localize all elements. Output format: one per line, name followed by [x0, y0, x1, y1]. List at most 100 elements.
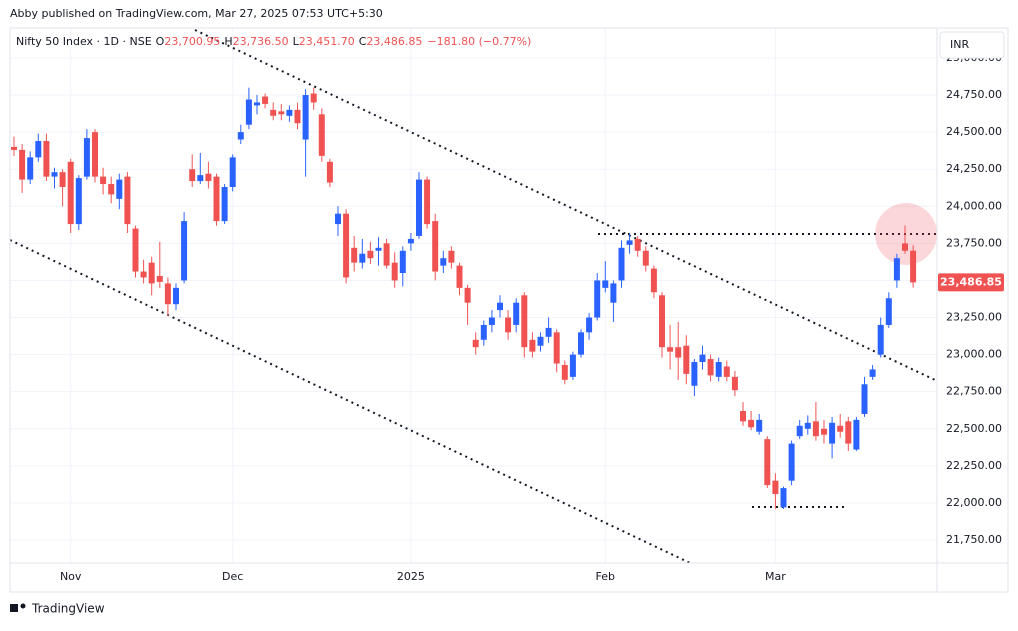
legend-item: 23,736.50: [233, 35, 289, 48]
candle-body: [335, 213, 341, 225]
candle-body: [683, 345, 690, 374]
legend-item: −181.80 (−0.77%): [427, 35, 531, 48]
candle-body: [140, 271, 147, 278]
candle-body: [448, 250, 455, 263]
candle-body: [586, 317, 593, 333]
legend-item: L: [293, 35, 300, 48]
candle-body: [529, 339, 536, 352]
y-tick-label: 24,750.00: [946, 88, 1002, 101]
candle-body: [675, 347, 682, 358]
candle-body: [869, 369, 876, 377]
candle-body: [861, 384, 868, 414]
candle-body: [772, 480, 779, 495]
legend-item: Nifty 50 Index · 1D · NSE: [16, 35, 152, 48]
candle-body: [270, 109, 277, 116]
candle-body: [594, 280, 601, 318]
legend: Nifty 50 Index · 1D · NSE O23,700.95 H23,7…: [16, 35, 531, 48]
candle-body: [156, 275, 163, 282]
candle-body: [731, 376, 738, 391]
candle-body: [237, 132, 244, 140]
candle-body: [756, 419, 763, 432]
x-tick-label: Nov: [60, 570, 82, 583]
candle-body: [213, 176, 220, 222]
candle-body: [642, 250, 649, 266]
candle-body: [812, 421, 819, 437]
highlight-circle: [875, 203, 937, 265]
candle-body: [715, 362, 722, 377]
candles: [11, 87, 917, 509]
grid: [10, 28, 937, 563]
candle-body: [245, 99, 252, 125]
candle-body: [286, 109, 293, 116]
currency-box: [939, 31, 1005, 59]
drawings: [9, 29, 937, 564]
candle-body: [804, 422, 811, 429]
candle-body: [67, 161, 74, 225]
y-tick-label: 22,250.00: [946, 459, 1002, 472]
candle-body: [837, 425, 844, 432]
x-tick-label: Mar: [765, 570, 786, 583]
candle-body: [610, 283, 617, 303]
candle-body: [537, 336, 544, 346]
candle-body: [181, 221, 188, 281]
candle-body: [359, 253, 366, 263]
candle-body: [294, 109, 301, 124]
candle-body: [407, 238, 414, 244]
candle-body: [83, 138, 90, 177]
candle-body: [189, 169, 196, 182]
candle-body: [472, 339, 479, 348]
candle-body: [505, 317, 512, 333]
candle-body: [521, 295, 528, 348]
candle-body: [391, 262, 398, 281]
candle-body: [707, 359, 714, 376]
y-tick-label: 23,750.00: [946, 236, 1002, 249]
candle-body: [723, 366, 730, 377]
candle-body: [877, 324, 884, 355]
candle-body: [578, 332, 584, 355]
candle-body: [51, 172, 58, 177]
candle-body: [35, 141, 42, 158]
candle-body: [513, 302, 520, 325]
candle-body: [164, 283, 171, 305]
candle-body: [343, 213, 350, 278]
candle-body: [100, 176, 107, 185]
candle-body: [19, 149, 26, 180]
candle-body: [416, 179, 422, 236]
legend-item: C: [359, 35, 367, 48]
candle-body: [11, 146, 17, 150]
y-tick-label: 22,500.00: [946, 422, 1002, 435]
legend-item: 23,486.85: [366, 35, 422, 48]
candle-body: [456, 265, 463, 288]
axes: 21,750.00 22,000.00 22,250.00 22,500.00 22,7…: [60, 51, 1004, 583]
publisher: Abby published on TradingView.com, Mar 2…: [10, 7, 383, 20]
y-tick-label: 23,250.00: [946, 311, 1002, 324]
candle-body: [205, 173, 212, 182]
y-tick-label: 22,750.00: [946, 385, 1002, 398]
legend-item: 23,700.95: [164, 35, 220, 48]
candle-body: [197, 175, 204, 182]
last-price-box: [938, 273, 1004, 292]
candle-body: [902, 243, 908, 251]
candle-body: [148, 262, 155, 284]
candle-body: [318, 114, 325, 156]
candle-body: [302, 95, 309, 140]
logo-mark: [10, 604, 18, 612]
logo: TradingView: [10, 602, 105, 616]
trendline: [194, 29, 936, 381]
candle-body: [92, 132, 98, 177]
candle-body: [764, 439, 771, 486]
legend-item: O: [156, 35, 165, 48]
x-tick-label: Feb: [596, 570, 615, 583]
candle-body: [569, 354, 576, 377]
candle-body: [43, 141, 50, 177]
candle-body: [27, 157, 34, 180]
candle-body: [464, 287, 471, 303]
candle-body: [108, 184, 115, 195]
candle-body: [254, 102, 260, 106]
candle-body: [618, 247, 625, 281]
candle-body: [829, 422, 836, 444]
candle-body: [351, 247, 358, 263]
candle-body: [885, 298, 892, 325]
candle-body: [699, 354, 706, 363]
